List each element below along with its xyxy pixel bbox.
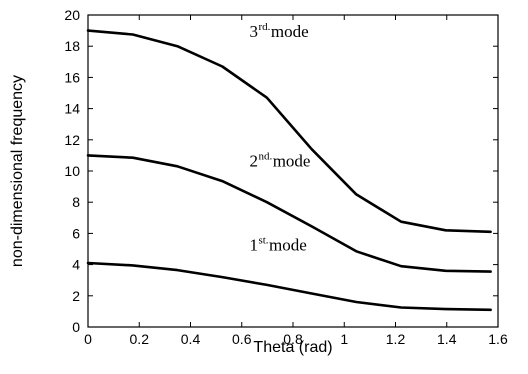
y-tick-label: 10 [64,163,80,179]
x-tick-label: 0 [84,331,92,347]
y-tick-label: 20 [64,7,80,23]
y-tick-label: 2 [72,288,80,304]
series-line-mode-2 [86,154,492,273]
series-group [86,29,492,312]
x-tick-label: 1.6 [488,331,508,347]
y-axis-label: non-dimensional frequency [9,75,26,267]
x-tick-label: 0.2 [130,331,150,347]
y-tick-label: 0 [72,319,80,335]
mode-annotation-3: 3 rd. mode [249,21,308,41]
x-tick-label: 0.6 [232,331,252,347]
x-axis: 0 0.2 0.4 0.6 0.8 1 1.2 1.4 1.6 [84,15,508,347]
x-tick-label: 1 [340,331,348,347]
y-tick-label: 14 [64,101,80,117]
mode-annotation-1: 1 st. mode [249,235,306,255]
y-tick-label: 8 [72,194,80,210]
mode-annotation-label: mode [273,151,311,170]
mode-annotation-2: 2 nd. mode [249,150,310,170]
mode-annotation-superscript: rd. [258,21,270,33]
mode-annotation-number: 1 [249,236,258,255]
mode-annotation-superscript: nd. [258,150,272,162]
plot-frame [87,14,499,328]
series-line-mode-3 [86,29,492,234]
plot-area [87,14,499,328]
y-tick-label: 18 [64,38,80,54]
y-tick-label: 12 [64,132,80,148]
mode-annotation-number: 2 [249,151,258,170]
mode-annotation-label: mode [271,22,309,41]
y-tick-label: 6 [72,225,80,241]
x-tick-label: 1.4 [437,331,457,347]
mode-annotation-number: 3 [249,22,258,41]
mode-annotation-label: mode [269,236,307,255]
y-tick-label: 16 [64,69,80,85]
x-tick-label: 0.4 [181,331,201,347]
x-tick-label: 1.2 [386,331,406,347]
mode-annotation-superscript: st. [258,235,268,247]
x-tick-label: 0.8 [283,331,303,347]
x-axis-label: Theta (rad) [253,339,332,356]
y-tick-label: 4 [72,257,80,273]
series-line-mode-1 [86,261,492,312]
